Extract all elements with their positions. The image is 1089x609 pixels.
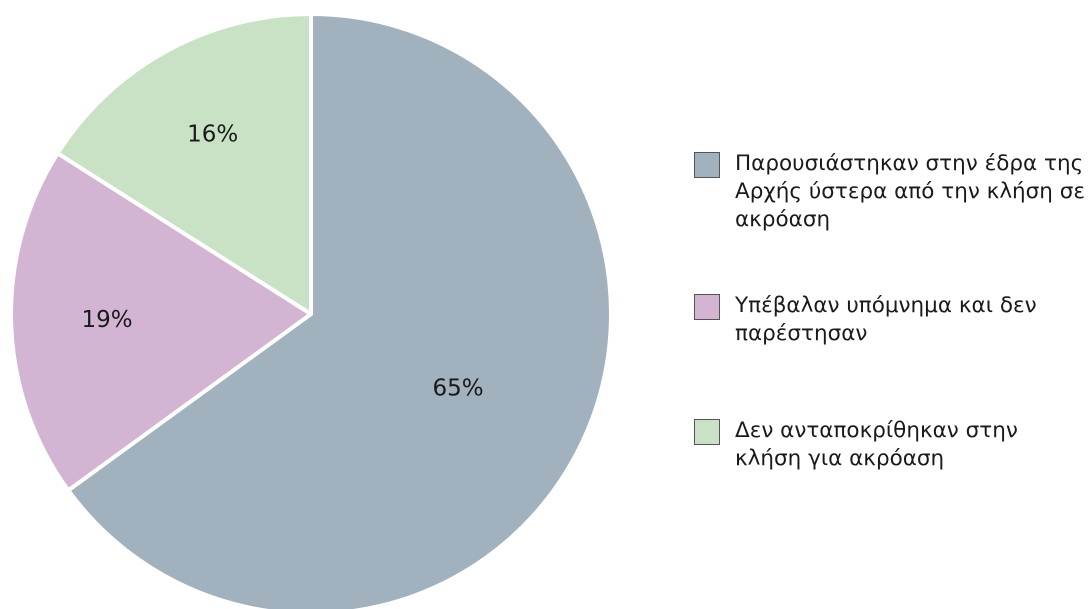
- legend-label: Δεν ανταποκρίθηκαν στην κλήση για ακρόασ…: [735, 418, 1018, 471]
- legend-item: Υπέβαλαν υπόμνημα και δεν παρέστησαν: [694, 292, 1086, 348]
- legend-label: Υπέβαλαν υπόμνημα και δεν παρέστησαν: [735, 293, 1037, 346]
- pie-slice: [9, 151, 313, 493]
- data-label: 16%: [187, 122, 238, 148]
- pie-slice: [66, 12, 613, 609]
- pie-slice: [55, 12, 313, 316]
- data-label: 19%: [82, 307, 133, 333]
- legend-item: Παρουσιάστηκαν στην έδρα της Αρχής ύστερ…: [694, 150, 1086, 234]
- legend-label: Παρουσιάστηκαν στην έδρα της Αρχής ύστερ…: [735, 151, 1086, 232]
- legend-swatch: [694, 152, 720, 178]
- legend-item: Δεν ανταποκρίθηκαν στην κλήση για ακρόασ…: [694, 417, 1086, 473]
- data-label: 65%: [432, 375, 483, 401]
- legend-swatch: [694, 294, 720, 320]
- legend-swatch: [694, 419, 720, 445]
